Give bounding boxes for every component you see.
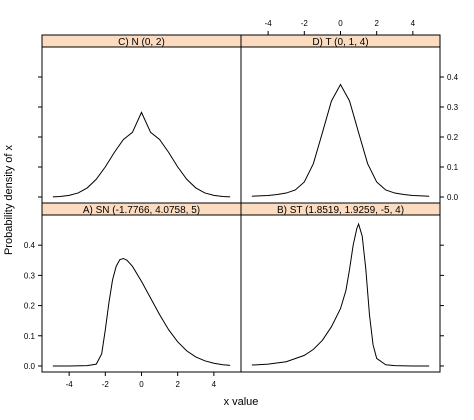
density-curve-D bbox=[251, 83, 430, 197]
y-tick-label-left: 0.4 bbox=[24, 241, 36, 250]
axes-group: -4 -4 -2 -2 0 0 2 2 4 4 0.0 0.0 0.1 0.1 0.2 0.2 0.3 0.3 0.… bbox=[24, 19, 459, 389]
x-tick-label-top: 0 bbox=[338, 19, 343, 28]
x-tick-label-bottom: -2 bbox=[102, 380, 110, 389]
density-curve-B bbox=[251, 222, 430, 367]
y-axis-label: Probability density of x bbox=[3, 144, 15, 255]
y-tick-label-left: 0.2 bbox=[24, 302, 36, 311]
panel-B: B) ST (1.8519, 1.9259, -5, 4) bbox=[240, 202, 441, 373]
density-curve-A bbox=[52, 257, 231, 367]
y-tick-label-right: 0.2 bbox=[447, 133, 459, 142]
x-tick-label-bottom: -4 bbox=[66, 380, 74, 389]
x-tick-label-top: 4 bbox=[411, 19, 416, 28]
panel-title-C: C) N (0, 2) bbox=[118, 37, 165, 48]
x-tick-label-top: -2 bbox=[301, 19, 309, 28]
y-tick-label-right: 0.0 bbox=[447, 193, 459, 202]
panel-title-D: D) T (0, 1, 4) bbox=[312, 37, 368, 48]
y-tick-label-left: 0.0 bbox=[24, 362, 36, 371]
x-tick-label-top: -4 bbox=[265, 19, 273, 28]
y-tick-label-left: 0.1 bbox=[24, 332, 36, 341]
x-axis-label: x value bbox=[224, 396, 259, 408]
panel-title-B: B) ST (1.8519, 1.9259, -5, 4) bbox=[277, 205, 404, 216]
density-curve-C bbox=[52, 111, 231, 198]
x-tick-label-top: 2 bbox=[374, 19, 379, 28]
panel-frame-B bbox=[240, 214, 441, 373]
x-tick-label-bottom: 2 bbox=[175, 380, 180, 389]
x-tick-label-bottom: 4 bbox=[212, 380, 217, 389]
panel-title-A: A) SN (-1.7766, 4.0758, 5) bbox=[83, 205, 200, 216]
x-tick-label-bottom: 0 bbox=[139, 380, 144, 389]
y-tick-label-left: 0.3 bbox=[24, 271, 36, 280]
y-tick-label-right: 0.4 bbox=[447, 73, 459, 82]
y-tick-label-right: 0.1 bbox=[447, 163, 459, 172]
y-tick-label-right: 0.3 bbox=[447, 103, 459, 112]
